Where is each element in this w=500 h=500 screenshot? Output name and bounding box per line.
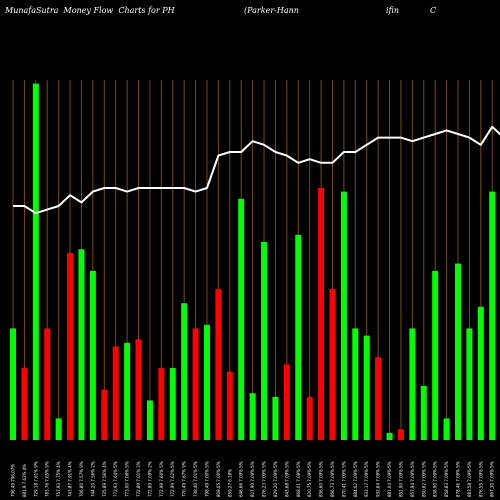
money-flow-bar [397, 429, 404, 440]
money-flow-bar [477, 306, 484, 440]
money-flow-bar [226, 371, 233, 440]
x-tick-label: 770.49 7.67% 9% [182, 461, 187, 497]
x-tick-label: 850.62 7.09% 5% [421, 461, 426, 497]
x-tick-label: 852.90 7.09% 5% [398, 461, 403, 497]
x-tick-label: 857.94 7.09% 5% [410, 461, 415, 497]
money-flow-bar [352, 328, 359, 440]
x-tick-label: 772.89 7.09% 2% [147, 461, 152, 497]
money-flow-bar [249, 393, 256, 440]
x-tick-label: 868.01 7.09% 5% [296, 461, 301, 497]
x-tick-label: 881.04 7.09% 5% [387, 461, 392, 497]
money-flow-bar [318, 188, 325, 440]
money-flow-bar [158, 368, 165, 440]
x-tick-label: 878.46 7.09% 5% [455, 461, 460, 497]
money-flow-bar [21, 368, 28, 440]
x-tick-label: 881.9 7.62% 4% [22, 464, 27, 497]
money-flow-bar [386, 432, 393, 440]
x-tick-label: 773.00 7.06% 5% [125, 461, 130, 497]
x-tick-label: 883.58 7.09% 5% [467, 461, 472, 497]
money-flow-bar [32, 83, 39, 440]
money-flow-bar [124, 342, 131, 440]
x-tick-label: 772.93 7.64% 5% [113, 461, 118, 497]
x-tick-label: 796.49 796.07% [11, 464, 16, 497]
x-tick-label: 884.02 7.09% 5% [353, 461, 358, 497]
money-flow-bar [78, 249, 85, 440]
x-tick-label: 827.90 7.09% 5% [250, 461, 255, 497]
x-tick-label: 876.23 7.09% 5% [262, 461, 267, 497]
money-flow-bar [454, 263, 461, 440]
x-tick-label: 836.60 7.09% 5% [319, 461, 324, 497]
money-flow-bar [340, 191, 347, 440]
x-tick-label: 867.30 7.09% 5% [490, 461, 495, 497]
money-flow-bar [420, 386, 427, 440]
money-flow-bar [261, 242, 268, 440]
x-tick-label: 738.40 7.01% 5% [193, 461, 198, 497]
x-tick-label: 757.93 7.75% 4% [56, 461, 61, 497]
money-flow-bar [432, 270, 439, 440]
x-tick-label: 856.73 7.09% 5% [330, 461, 335, 497]
money-flow-bar [466, 328, 473, 440]
x-tick-label: 808.05 7.00% 5% [216, 461, 221, 497]
x-tick-label: 743.87 7.91% 4% [68, 461, 73, 497]
money-flow-bar [146, 400, 153, 440]
x-tick-label: 933.17 7.09% 5% [364, 461, 369, 497]
x-tick-label: 706.80 7.57% 9% [79, 461, 84, 497]
x-tick-label: 838.90 7.09% 5% [433, 461, 438, 497]
money-flow-bar [67, 252, 74, 440]
price-line [13, 125, 500, 215]
x-tick-label: 876.55 7.09% 5% [478, 461, 483, 497]
x-tick-label: 843.68 7.09% 5% [284, 461, 289, 497]
money-flow-bar [409, 328, 416, 440]
money-flow-bar [306, 396, 313, 440]
chart-title-right-part1: (Parker-Hann [244, 6, 299, 15]
x-tick-label: 646.66 7.09% 5% [239, 461, 244, 497]
money-flow-bar [443, 418, 450, 440]
x-tick-label: 859.27 6.18% [227, 469, 232, 497]
x-tick-label: 829.20 7.09% 5% [273, 461, 278, 497]
money-flow-bar [10, 328, 16, 440]
x-tick-label: 744.20 7.56% 2% [90, 461, 95, 497]
money-flow-bar [329, 288, 336, 440]
money-flow-bar [55, 418, 62, 440]
chart-title-right-part2: ifin [386, 6, 400, 15]
money-flow-bar [272, 396, 279, 440]
money-flow-bar [89, 270, 96, 440]
money-flow-bar [181, 303, 188, 440]
money-flow-bar [203, 324, 210, 440]
money-flow-bar [238, 198, 245, 440]
money-flow-bar [135, 339, 142, 440]
money-flow-bar [295, 234, 302, 440]
x-tick-label: 798.49 7.00% 5% [204, 461, 209, 497]
x-tick-label: 820.75 7.09% 5% [307, 461, 312, 497]
money-flow-bar [283, 364, 290, 440]
chart-title-right-part3: C [430, 6, 437, 15]
money-flow-bar [363, 335, 370, 440]
money-flow-bar [169, 368, 176, 440]
chart-title-left: MunafaSutra Money Flow Charts for PH [5, 6, 175, 15]
money-flow-bar [375, 357, 382, 440]
x-tick-label: 858.83 7.09% 5% [444, 461, 449, 497]
x-tick-label: 772.89 7.01% 2% [136, 461, 141, 497]
x-tick-label: 932.64 7.09% 5% [376, 461, 381, 497]
x-tick-label: 729.18 7.61% 9% [33, 461, 38, 497]
x-tick-label: 772.99 7.62% 5% [170, 461, 175, 497]
money-flow-bar [101, 389, 108, 440]
money-flow-bar [192, 328, 199, 440]
x-tick-label: 725.89 7.56% 4% [102, 461, 107, 497]
money-flow-bar [215, 288, 222, 440]
x-tick-label: 772.99 7.60% 5% [159, 461, 164, 497]
x-tick-label: 870.41 7.09% 5% [341, 461, 346, 497]
money-flow-bar [112, 346, 119, 440]
money-flow-bar [489, 191, 496, 440]
money-flow-bar [44, 328, 51, 440]
x-tick-label: 783.76 7.65% 9% [45, 461, 50, 497]
